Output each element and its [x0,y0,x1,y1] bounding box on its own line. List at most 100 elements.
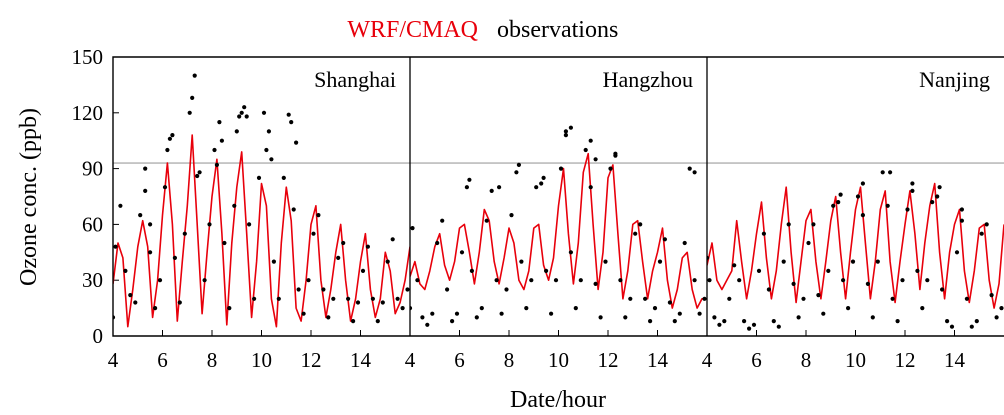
observation-point [395,296,400,301]
observation-point [214,162,219,167]
observation-point [467,177,472,182]
x-tick-label: 8 [504,348,515,372]
observation-point [247,222,252,227]
observation-point [618,278,623,283]
y-tick-label: 0 [93,324,104,348]
observation-point [420,315,425,320]
observation-point [234,129,239,134]
panel-title: Hangzhou [603,67,693,92]
observation-point [182,231,187,236]
observation-point [355,300,361,305]
x-tick-label: 6 [454,348,465,372]
panel-hangzhou [410,125,707,327]
observation-point [712,315,717,320]
observation-point [766,287,772,292]
x-tick-label: 10 [251,348,272,372]
panel-title: Shanghai [314,67,396,92]
observation-point [717,322,722,327]
observation-point [157,278,163,283]
observation-point [568,125,574,130]
observation-point [289,120,294,125]
plot-frame [112,56,1004,337]
observation-point [195,173,200,179]
model-series-line [113,134,410,328]
observation-point [633,231,638,236]
observation-point [242,105,247,110]
observation-point [826,268,831,273]
y-tick-label: 120 [72,101,104,125]
observation-point [860,213,866,218]
y-tick-label: 30 [82,268,103,292]
observation-point [553,278,559,283]
x-tick-label: 4 [702,348,713,372]
observation-point [776,324,781,329]
observation-point [415,278,420,283]
observation-point [786,222,791,227]
observation-point [979,231,984,236]
observation-point [821,311,826,316]
observation-point [529,278,534,283]
observation-point [286,112,291,117]
observation-point [598,315,603,320]
observation-point [875,259,880,264]
observation-point [400,306,405,311]
observation-point [261,110,267,115]
observation-point [588,185,593,190]
observation-point [806,240,811,246]
y-axis-title: Ozone conc. (ppb) [16,108,42,286]
observation-point [623,315,628,320]
observation-point [425,322,430,327]
observation-point [264,147,269,153]
observation-point [900,278,905,283]
observation-point [301,311,306,316]
observation-point [915,268,920,273]
observation-point [563,129,569,134]
observation-point [269,157,274,162]
observation-point [920,306,925,311]
x-tick-label: 4 [405,348,416,372]
observation-point [838,192,843,197]
observation-point [593,281,598,286]
observation-point [484,218,489,223]
observation-point [964,296,970,301]
observation-point [593,157,598,162]
observation-point [544,268,549,273]
observation-point [761,231,767,236]
model-series-line [410,152,707,309]
legend-model-label: WRF/CMAQ [347,17,478,43]
observation-point [212,147,217,153]
observation-point [747,326,752,331]
observation-point [994,315,999,320]
observation-point [187,110,192,115]
observation-point [937,185,942,190]
observation-point [516,162,522,167]
observation-point [454,311,460,316]
observation-point [801,296,806,301]
observation-point [489,188,494,193]
observation-point [603,259,608,264]
observation-point [450,319,455,324]
observation-point [945,319,950,324]
observation-point [390,237,395,242]
observation-point [440,218,445,223]
observation-point [294,140,299,145]
observation-point [841,278,846,283]
observation-point [237,114,242,119]
observation-point [677,311,682,316]
observation-point [697,311,702,316]
observation-point [910,188,915,193]
observation-point [435,240,440,246]
observation-point [811,222,816,227]
observation-point [410,226,415,231]
observation-point [281,175,286,180]
observation-point [375,319,380,324]
observation-point [192,73,197,78]
observation-point [170,133,175,138]
observation-point [346,296,351,301]
observation-point [148,222,153,227]
observation-point [707,278,712,283]
observation-point [380,300,385,305]
observation-point [836,200,841,205]
observation-point [252,296,257,301]
observation-point [568,250,574,255]
